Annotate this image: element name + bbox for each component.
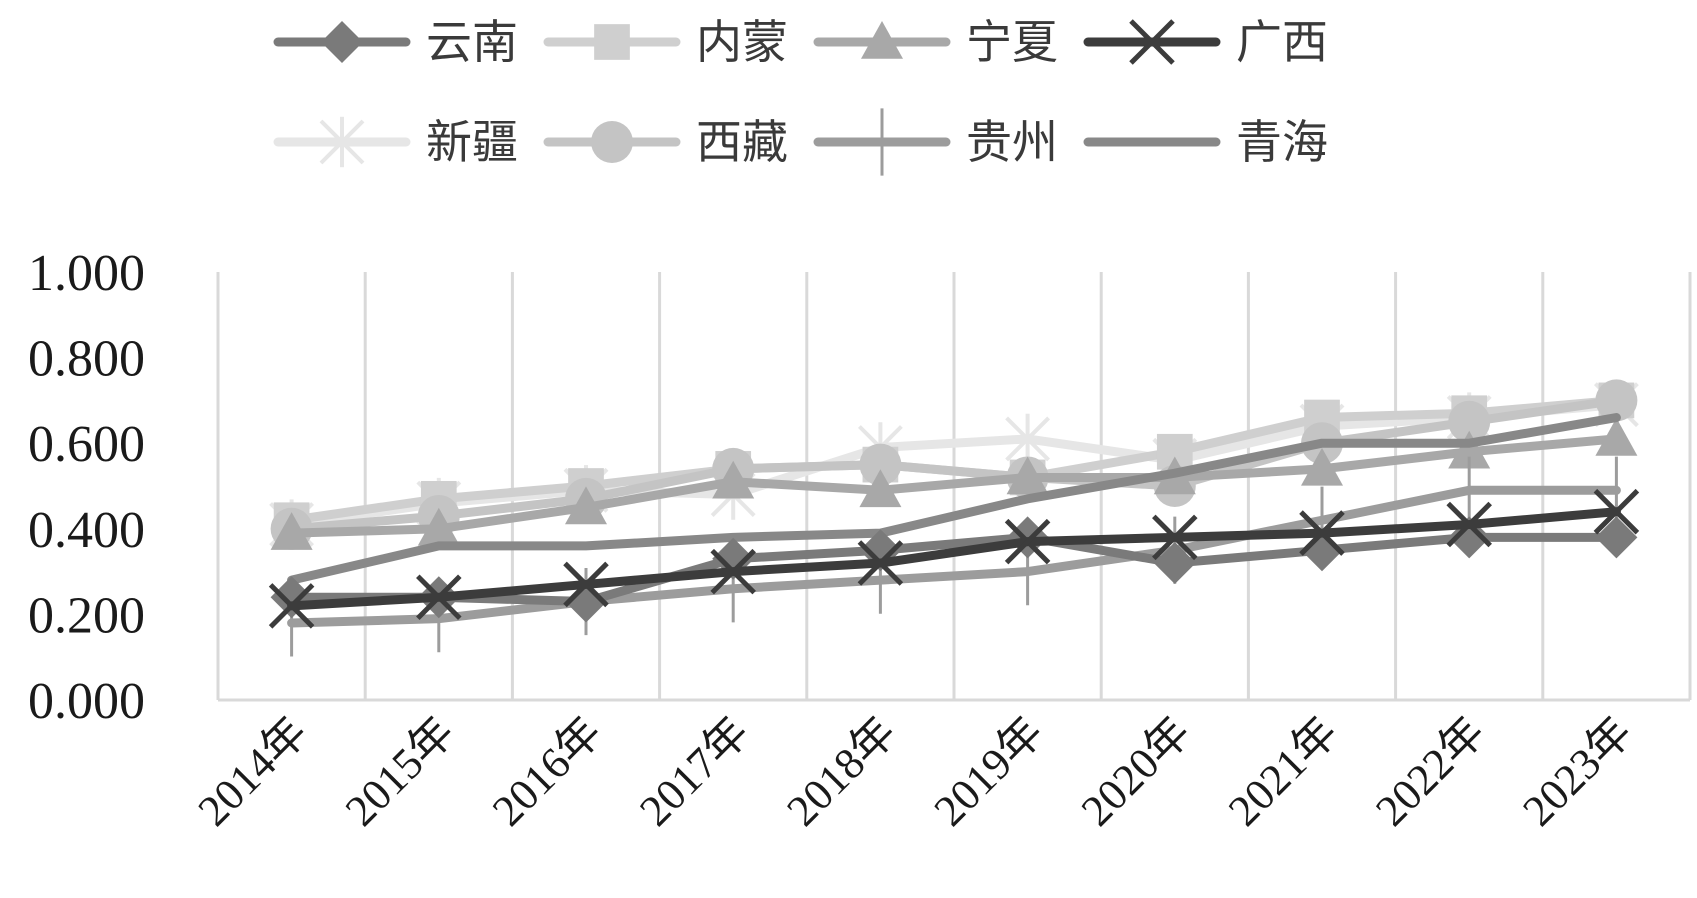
x-tick-label: 2017年	[630, 707, 758, 835]
series-青海	[287, 413, 1621, 585]
y-tick-label: 0.200	[28, 587, 145, 644]
x-tick-label: 2016年	[483, 707, 611, 835]
legend-item: 宁夏	[813, 15, 1058, 69]
legend-label: 广西	[1236, 15, 1328, 69]
legend-item: 新疆	[273, 115, 518, 169]
data-point-x	[563, 561, 609, 608]
legend-item: 青海	[1083, 115, 1328, 169]
x-tick-label: 2019年	[925, 707, 1053, 835]
x-tick-label: 2018年	[777, 707, 905, 835]
data-point-x	[710, 548, 756, 595]
data-point-diamond	[321, 21, 363, 63]
series-line	[287, 532, 1621, 607]
data-point-circle	[1448, 400, 1491, 443]
series-line	[287, 434, 1621, 538]
data-point-x	[1446, 501, 1492, 548]
data-point-star	[1005, 413, 1051, 465]
legend-label: 新疆	[426, 115, 518, 169]
x-tick-label: 2022年	[1366, 707, 1494, 835]
data-point-triangle	[417, 507, 460, 546]
data-point-x	[416, 574, 462, 621]
legend-item: 云南	[273, 15, 518, 69]
legend-label: 宁夏	[966, 15, 1058, 69]
data-point-diamond	[1153, 542, 1196, 585]
data-point-diamond	[1595, 516, 1638, 559]
data-point-circle	[1595, 379, 1638, 422]
y-tick-label: 0.400	[28, 502, 145, 559]
series-line	[287, 507, 1621, 611]
series-line	[287, 413, 1621, 585]
data-point-triangle	[1595, 417, 1638, 456]
data-point-triangle	[1301, 447, 1343, 486]
data-point-diamond	[270, 576, 313, 619]
data-point-diamond	[1301, 529, 1343, 572]
data-point-triangle	[859, 469, 902, 508]
legend-label: 贵州	[966, 115, 1058, 169]
data-point-x	[1004, 518, 1051, 565]
series-宁夏	[270, 417, 1638, 550]
x-tick-label: 2023年	[1513, 707, 1641, 835]
data-point-circle	[591, 121, 633, 163]
data-point-triangle	[270, 512, 313, 550]
series-line	[287, 485, 1621, 628]
data-point-x	[268, 583, 315, 629]
y-tick-label: 1.000	[28, 245, 145, 302]
data-point-x	[1299, 510, 1345, 556]
y-tick-label: 0.800	[28, 331, 145, 388]
data-point-x	[1129, 19, 1175, 65]
legend-label: 云南	[426, 15, 518, 69]
legend-item: 贵州	[813, 108, 1058, 176]
series-广西	[268, 488, 1640, 629]
y-tick-label: 0.600	[28, 416, 145, 473]
x-tick-label: 2014年	[189, 707, 317, 835]
x-tick-label: 2021年	[1219, 707, 1347, 835]
data-point-circle	[859, 443, 902, 486]
data-point-triangle	[565, 486, 607, 525]
data-point-x	[857, 540, 904, 586]
series-line	[287, 395, 1621, 534]
data-point-star	[319, 116, 365, 168]
legend-item: 西藏	[543, 115, 788, 169]
data-point-x	[1152, 514, 1198, 561]
data-point-triangle	[861, 21, 903, 59]
y-tick-label: 0.000	[28, 673, 145, 730]
x-tick-label: 2020年	[1072, 707, 1200, 835]
data-point-square	[594, 24, 630, 60]
legend-item: 广西	[1083, 15, 1328, 69]
legend-label: 青海	[1236, 115, 1328, 169]
legend-label: 西藏	[696, 115, 788, 169]
data-point-triangle	[1006, 456, 1049, 495]
data-point-triangle	[1448, 430, 1491, 469]
data-point-diamond	[565, 580, 607, 623]
x-tick-label: 2015年	[336, 707, 464, 835]
legend-label: 内蒙	[696, 15, 788, 69]
series-group	[268, 379, 1640, 657]
data-point-x	[1593, 488, 1640, 535]
data-point-triangle	[712, 460, 755, 499]
legend-item: 内蒙	[543, 15, 788, 69]
